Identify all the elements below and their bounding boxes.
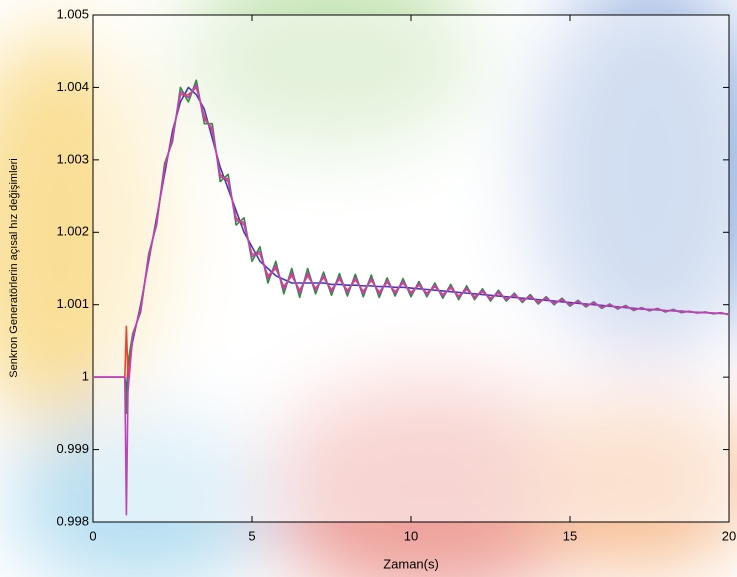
x-tick-label: 5	[248, 528, 255, 543]
x-tick-label: 0	[89, 528, 96, 543]
plot-area	[93, 15, 729, 522]
y-tick-label: 1.002	[56, 224, 89, 239]
y-tick-label: 1.004	[56, 79, 89, 94]
x-tick-label: 10	[404, 528, 418, 543]
y-tick-label: 0.999	[56, 441, 89, 456]
y-axis-label: Senkron Generatörlerin açısal hız değişi…	[8, 158, 20, 378]
chart: Zaman(s) Senkron Generatörlerin açısal h…	[0, 0, 737, 577]
x-tick-label: 20	[722, 528, 736, 543]
y-tick-label: 1.005	[56, 6, 89, 21]
y-tick-label: 1	[82, 369, 89, 384]
y-tick-label: 1.003	[56, 151, 89, 166]
y-tick-label: 0.998	[56, 513, 89, 528]
x-axis-label: Zaman(s)	[383, 556, 439, 571]
page: {"chart_data": {"type": "line", "xlabel"…	[0, 0, 737, 577]
y-tick-label: 1.001	[56, 296, 89, 311]
x-tick-label: 15	[563, 528, 577, 543]
